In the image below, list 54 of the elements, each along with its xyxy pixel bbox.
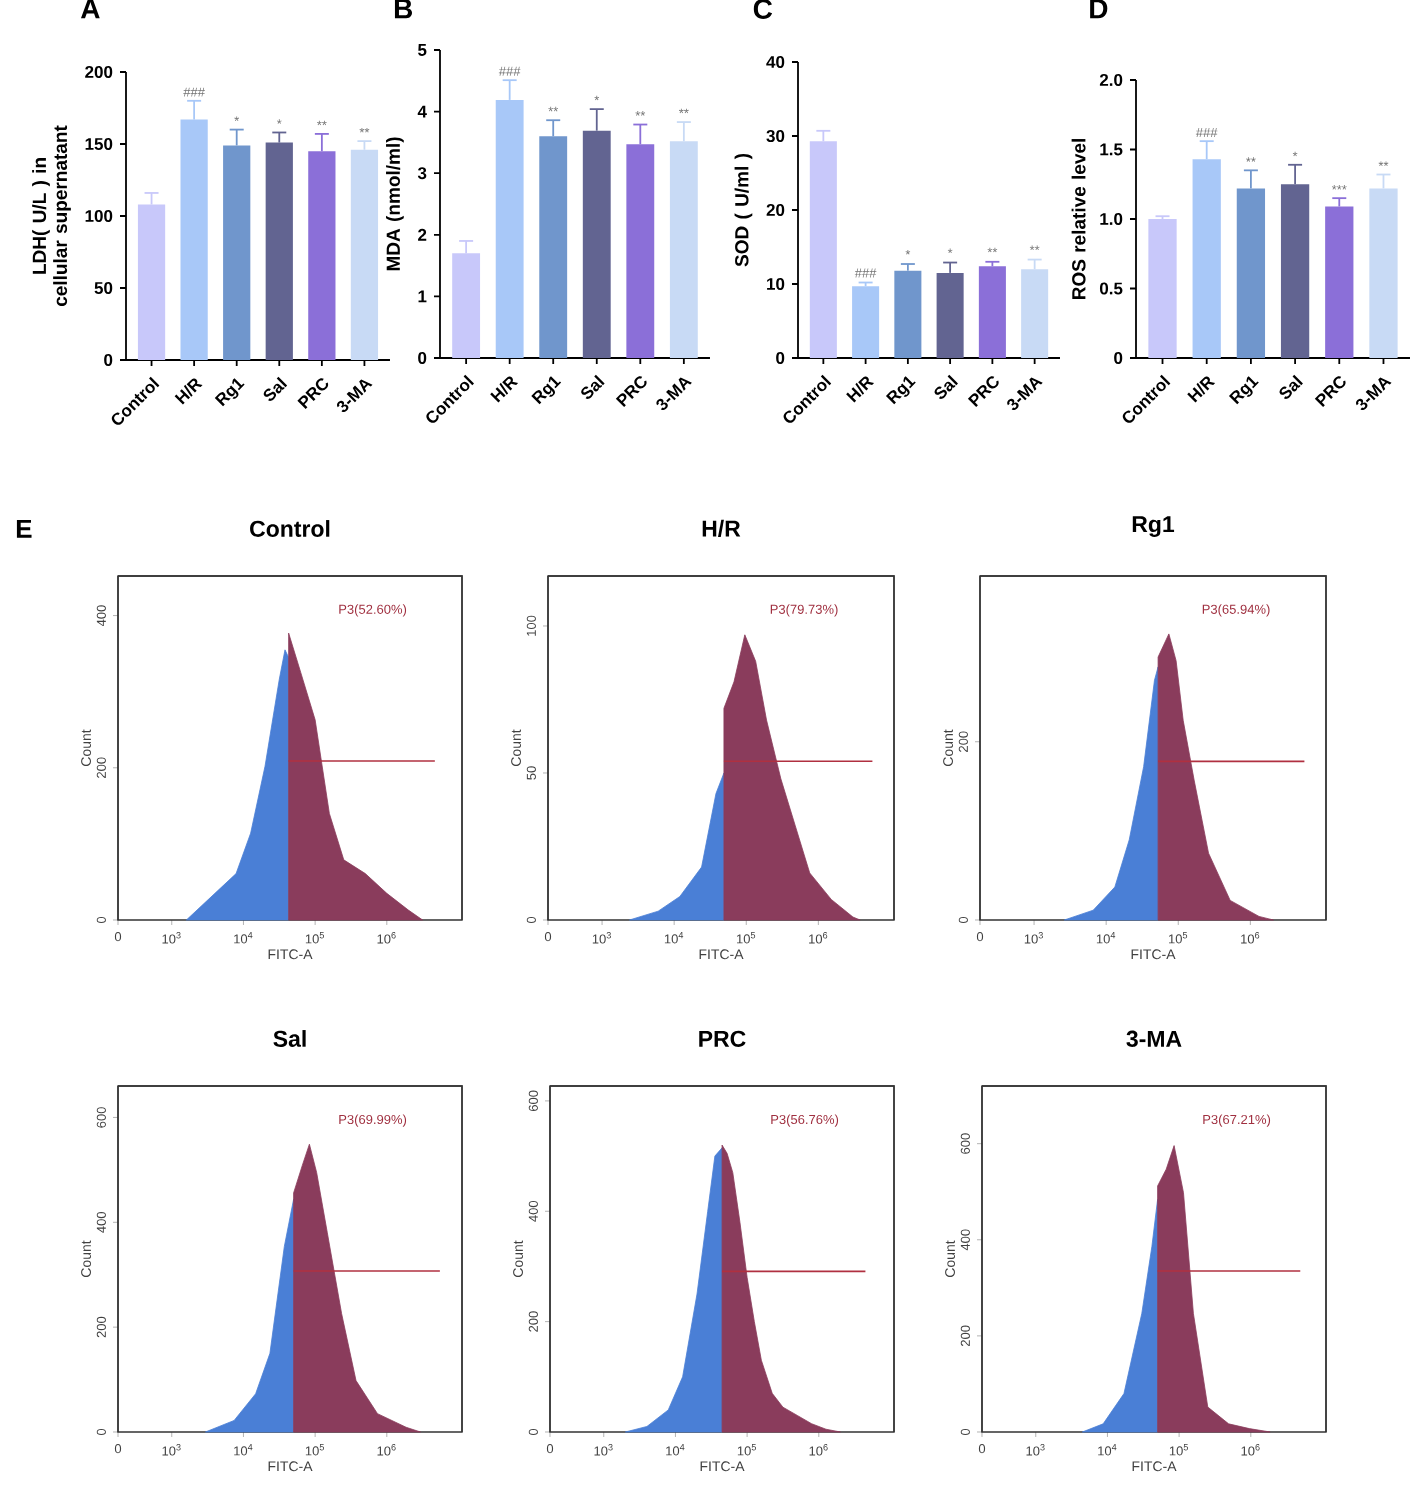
y-tick-label: 0.5 — [1099, 282, 1123, 295]
chart-title: D — [1090, 0, 1108, 19]
chart-title: H/R — [702, 519, 741, 537]
x-tick-label: Rg1 — [531, 376, 562, 405]
x-tick-label: H/R — [490, 376, 519, 403]
x-tick-label: Rg1 — [1228, 376, 1259, 405]
y-tick-label: 3 — [417, 167, 427, 180]
chart-title: B — [394, 0, 413, 19]
y-tick-label: 2.0 — [1099, 73, 1123, 86]
bar — [1325, 206, 1354, 358]
y-tick-label: 200 — [85, 65, 113, 79]
text: E — [16, 519, 32, 538]
y-tick-label: 50 — [94, 281, 113, 294]
y-tick-label: 40 — [766, 55, 785, 68]
y-tick-label: 100 — [85, 209, 113, 223]
chart-title: PRC — [699, 1030, 746, 1047]
x-tick-label: Sal — [581, 374, 605, 399]
y-tick-label: 1 — [418, 290, 427, 303]
y-tick-label: 4 — [417, 105, 427, 118]
bar — [978, 266, 1006, 358]
x-tick-label: H/R — [846, 376, 875, 403]
chart-title: C — [753, 0, 773, 19]
y-tick-label: 0 — [1114, 351, 1123, 364]
x-tick-label: Sal — [934, 374, 958, 399]
y-axis-title: ROS relative level — [1071, 139, 1086, 300]
y-tick-label: 5 — [418, 44, 427, 56]
bar — [350, 149, 379, 360]
y-tick-label: 1.5 — [1100, 143, 1123, 156]
chart-title: A — [80, 0, 100, 19]
bar — [852, 286, 880, 358]
y-tick-label: 0 — [776, 351, 785, 364]
x-tick-label: Sal — [263, 376, 288, 401]
y-tick-label: 2 — [418, 228, 427, 241]
y-tick-label: 30 — [766, 129, 785, 143]
bar — [1148, 218, 1177, 358]
y-tick-label: 0 — [418, 351, 427, 364]
y-axis-title: MDA (nmol/ml) — [386, 137, 404, 271]
x-tick-label: Sal — [1279, 374, 1303, 399]
y-tick-label: 150 — [85, 137, 113, 151]
chart-title: Sal — [273, 1030, 306, 1047]
chart-title: Rg1 — [1132, 516, 1175, 537]
y-axis-title: LDH( U/L ) in cellular supernatant — [32, 125, 71, 307]
y-axis-title: SOD ( U/ml ) — [734, 153, 753, 267]
y-tick-label: 10 — [767, 277, 785, 290]
bar — [894, 270, 922, 358]
x-tick-label: H/R — [1187, 376, 1216, 403]
chart-title: 3-MA — [1126, 1030, 1182, 1047]
y-tick-label: 0 — [104, 353, 113, 366]
x-tick-label: Rg1 — [885, 376, 916, 405]
y-tick-label: 1.0 — [1100, 212, 1123, 225]
x-tick-label: H/R — [174, 378, 203, 405]
y-tick-label: 20 — [766, 203, 785, 216]
chart-title: Control — [250, 520, 330, 537]
x-tick-label: Rg1 — [214, 378, 245, 407]
